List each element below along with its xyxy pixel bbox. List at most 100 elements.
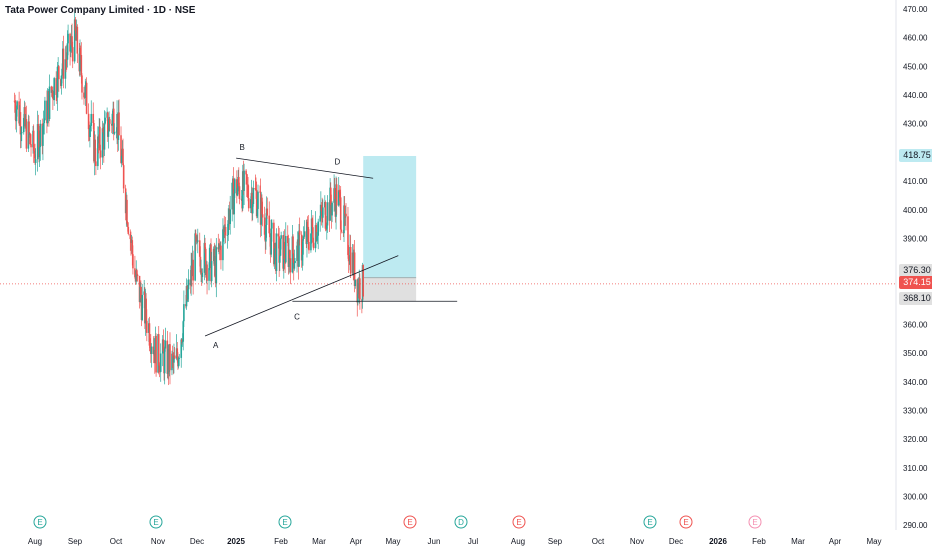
candle-body [279,255,281,263]
x-tick-label: Nov [630,537,644,546]
candle-body [103,123,106,150]
candle-body [324,201,327,229]
candle-body [284,235,287,263]
candle-body [61,68,63,76]
y-tick-label: 290.00 [903,521,928,530]
candle-body [112,108,115,134]
candle-body [16,101,18,110]
y-tick-label: 310.00 [903,464,928,473]
candle-body [113,132,116,134]
candle-body [127,226,130,234]
candle-body [251,192,253,214]
candle-body [326,202,329,226]
candle-body [234,179,236,194]
event-marker: E [512,515,526,529]
candle-body [33,150,36,155]
candle-body [79,48,82,56]
event-marker: E [403,515,417,529]
candle-body [39,123,42,148]
y-tick-label: 340.00 [903,378,928,387]
x-tick-label: Oct [592,537,605,546]
candle-body [252,188,255,205]
event-marker: E [679,515,693,529]
target-zone [363,155,417,278]
candle-body [275,233,278,271]
candle-body [292,254,295,269]
x-tick-label: Feb [752,537,766,546]
candle-body [312,227,314,243]
candle-body [181,341,184,343]
candle-body [329,187,332,205]
candle-body [79,48,81,72]
candle-body [362,265,365,297]
event-marker-circle [679,515,693,529]
y-tick-label: 400.00 [903,206,928,215]
candle-body [271,222,273,229]
candle-body [149,345,151,349]
candle-body [265,208,268,225]
candle-body [48,86,51,120]
candle-body [173,355,176,359]
y-tick-label: 320.00 [903,435,928,444]
x-tick-label: Dec [669,537,683,546]
candle-body [278,236,280,263]
candle-body [180,339,183,358]
candle-body [34,154,36,163]
candle-body [231,182,233,210]
y-tick-label: 440.00 [903,91,928,100]
candle-body [74,19,77,31]
x-tick-label: Nov [151,537,165,546]
y-tick-label: 450.00 [903,62,928,71]
candle-body [34,159,37,163]
candle-body [247,184,249,199]
candle-body [194,233,196,281]
x-tick-label: Sep [68,537,83,546]
candle-body [84,85,87,99]
upper-trendline [236,157,374,179]
candle-body [254,188,257,190]
x-tick-label: Sep [548,537,563,546]
candle-body [136,270,138,275]
candle-body [14,101,16,113]
candle-body [32,130,35,151]
candle-body [266,208,269,216]
candle-body [94,139,97,162]
event-marker-circle [278,515,292,529]
candle-body [108,119,111,124]
x-tick-label: May [866,537,881,546]
candle-body [229,209,232,225]
candle-body [171,353,173,371]
candle-body [280,235,282,239]
candle-body [236,179,238,196]
candle-body [289,258,292,273]
candle-body [27,121,30,149]
event-marker-label: E [683,518,688,527]
candle-body [291,236,294,273]
candle-body [92,113,95,124]
candle-body [15,109,18,122]
candle-body [173,355,175,363]
event-marker-circle [33,515,47,529]
candle-body [333,188,336,200]
candle-body [89,128,91,137]
candle-body [108,119,110,132]
candle-body [71,47,74,62]
candle-body [176,348,179,358]
candle-body [169,344,171,371]
candle-body [301,254,304,261]
candle-body [101,128,104,158]
candle-body [38,147,41,158]
candle-body [55,78,57,95]
candle-body [102,128,104,133]
candle-body [69,33,71,52]
candle-body [99,150,102,158]
candle-body [302,238,304,255]
candle-body [296,245,298,261]
candle-body [150,346,153,354]
candle-body [199,256,202,273]
candle-body [187,289,189,300]
candle-body [24,107,26,127]
event-marker-label: E [752,518,757,527]
candle-body [265,224,267,242]
